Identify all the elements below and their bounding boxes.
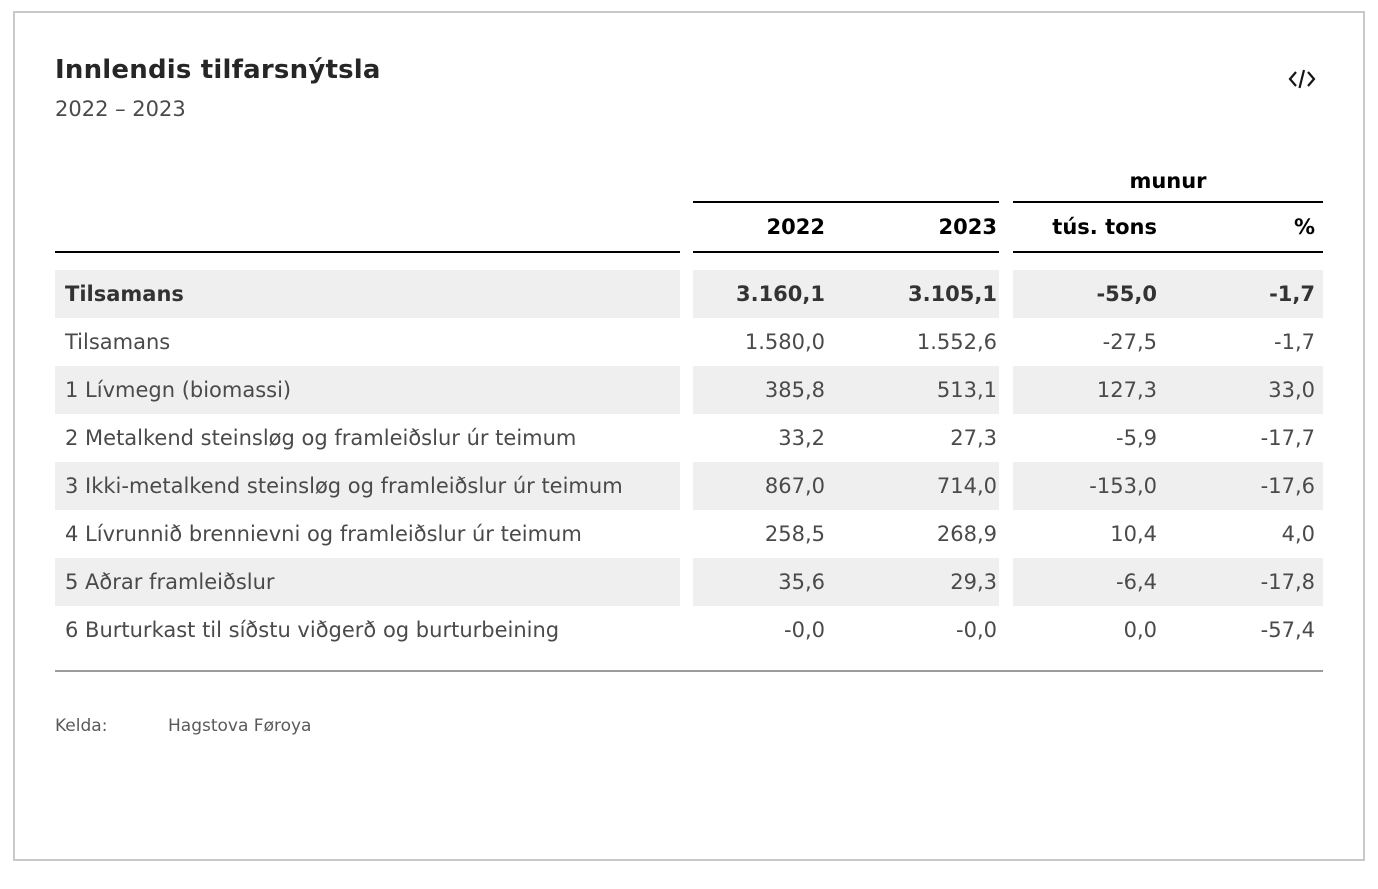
column-gap [680, 366, 693, 414]
column-gap [999, 318, 1013, 366]
column-gap [999, 164, 1013, 202]
column-gap [999, 558, 1013, 606]
column-gap [680, 164, 693, 202]
col-header-tons: tús. tons [1013, 202, 1159, 253]
value-2022: 385,8 [693, 366, 839, 414]
table-row: Tilsamans 3.160,1 3.105,1 -55,0 -1,7 [55, 270, 1323, 318]
table-body: Tilsamans 3.160,1 3.105,1 -55,0 -1,7 Tilsaman… [55, 270, 1323, 654]
value-tons: -6,4 [1013, 558, 1159, 606]
header-spacer [55, 252, 1323, 270]
value-tons: -27,5 [1102, 330, 1157, 354]
value-pct: -57,4 [1260, 618, 1315, 642]
column-gap [999, 202, 1013, 252]
table-row: 6 Burturkast til síðstu viðgerð og burtu… [55, 606, 1323, 654]
group-header-empty [55, 164, 680, 202]
table-row: 3 Ikki-metalkend steinsløg og framleiðsl… [55, 462, 1323, 510]
row-label-header [55, 202, 680, 253]
value-2023: 714,0 [839, 462, 999, 510]
table-row: 2 Metalkend steinsløg og framleiðslur úr… [55, 414, 1323, 462]
col-header-2022: 2022 [693, 202, 839, 253]
column-header-row: 2022 2023 tús. tons % [55, 202, 1323, 253]
column-gap [680, 414, 693, 462]
value-2022: 3.160,1 [693, 270, 839, 318]
value-2023: 513,1 [839, 366, 999, 414]
value-2022: -0,0 [784, 618, 825, 642]
value-2022: 258,5 [764, 522, 825, 546]
year-group-rule [693, 164, 999, 203]
column-gap [999, 606, 1013, 654]
table-row: 5 Aðrar framleiðslur 35,6 29,3 -6,4 -17,8 [55, 558, 1323, 606]
value-pct: 4,0 [1281, 522, 1315, 546]
value-2023: 29,3 [839, 558, 999, 606]
value-pct: -17,6 [1159, 462, 1323, 510]
value-tons: -5,9 [1116, 426, 1157, 450]
value-2022: 867,0 [693, 462, 839, 510]
group-header-munur: munur [1013, 164, 1323, 203]
value-pct: -17,7 [1260, 426, 1315, 450]
column-gap [680, 558, 693, 606]
table-header: munur 2022 2023 tús. tons % [55, 164, 1323, 270]
value-tons: -153,0 [1013, 462, 1159, 510]
column-gap [680, 270, 693, 318]
subtitle-years: 2022 – 2023 [55, 97, 186, 121]
page-title: Innlendis tilfarsnýtsla [55, 55, 381, 85]
value-pct: -1,7 [1274, 330, 1315, 354]
row-label: 1 Lívmegn (biomassi) [55, 366, 680, 414]
table-row: 4 Lívrunnið brennievni og framleiðslur ú… [55, 510, 1323, 558]
column-gap [999, 510, 1013, 558]
column-gap [680, 318, 693, 366]
source-value: Hagstova Føroya [168, 716, 312, 736]
row-label: Tilsamans [65, 330, 171, 354]
column-gap [999, 366, 1013, 414]
row-label: 2 Metalkend steinsløg og framleiðslur úr… [65, 426, 577, 450]
code-icon [1288, 69, 1316, 89]
column-gap [999, 414, 1013, 462]
column-gap [680, 606, 693, 654]
value-2023: -0,0 [956, 618, 997, 642]
data-table: munur 2022 2023 tús. tons % Tilsamans 3.1… [55, 164, 1323, 672]
column-gap [680, 202, 693, 252]
column-gap [999, 270, 1013, 318]
value-pct: 33,0 [1159, 366, 1323, 414]
source-label: Kelda: [55, 716, 108, 736]
source-row: Kelda: Hagstova Føroya [55, 716, 1323, 736]
col-header-pct: % [1159, 202, 1323, 253]
table-bottom-rule [55, 654, 1323, 672]
row-label: 3 Ikki-metalkend steinsløg og framleiðsl… [55, 462, 680, 510]
table-row: 1 Lívmegn (biomassi) 385,8 513,1 127,3 33,0 [55, 366, 1323, 414]
column-gap [680, 510, 693, 558]
column-gap [680, 462, 693, 510]
row-label: 6 Burturkast til síðstu viðgerð og burtu… [65, 618, 560, 642]
widget-card: Innlendis tilfarsnýtsla 2022 – 2023 munu… [13, 11, 1365, 861]
value-pct: -1,7 [1159, 270, 1323, 318]
value-2022: 35,6 [693, 558, 839, 606]
row-label: 5 Aðrar framleiðslur [55, 558, 680, 606]
value-tons: -55,0 [1013, 270, 1159, 318]
value-2023: 1.552,6 [916, 330, 997, 354]
table-footer [55, 654, 1323, 672]
value-2023: 268,9 [936, 522, 997, 546]
row-label: Tilsamans [55, 270, 680, 318]
row-label: 4 Lívrunnið brennievni og framleiðslur ú… [65, 522, 582, 546]
value-2022: 1.580,0 [744, 330, 825, 354]
value-2023: 27,3 [950, 426, 997, 450]
embed-code-button[interactable] [1285, 65, 1319, 96]
table-row: Tilsamans 1.580,0 1.552,6 -27,5 -1,7 [55, 318, 1323, 366]
value-tons: 10,4 [1110, 522, 1157, 546]
value-2022: 33,2 [778, 426, 825, 450]
value-pct: -17,8 [1159, 558, 1323, 606]
value-tons: 0,0 [1123, 618, 1157, 642]
value-2023: 3.105,1 [839, 270, 999, 318]
column-gap [999, 462, 1013, 510]
value-tons: 127,3 [1013, 366, 1159, 414]
group-header-row: munur [55, 164, 1323, 203]
col-header-2023: 2023 [839, 202, 999, 253]
